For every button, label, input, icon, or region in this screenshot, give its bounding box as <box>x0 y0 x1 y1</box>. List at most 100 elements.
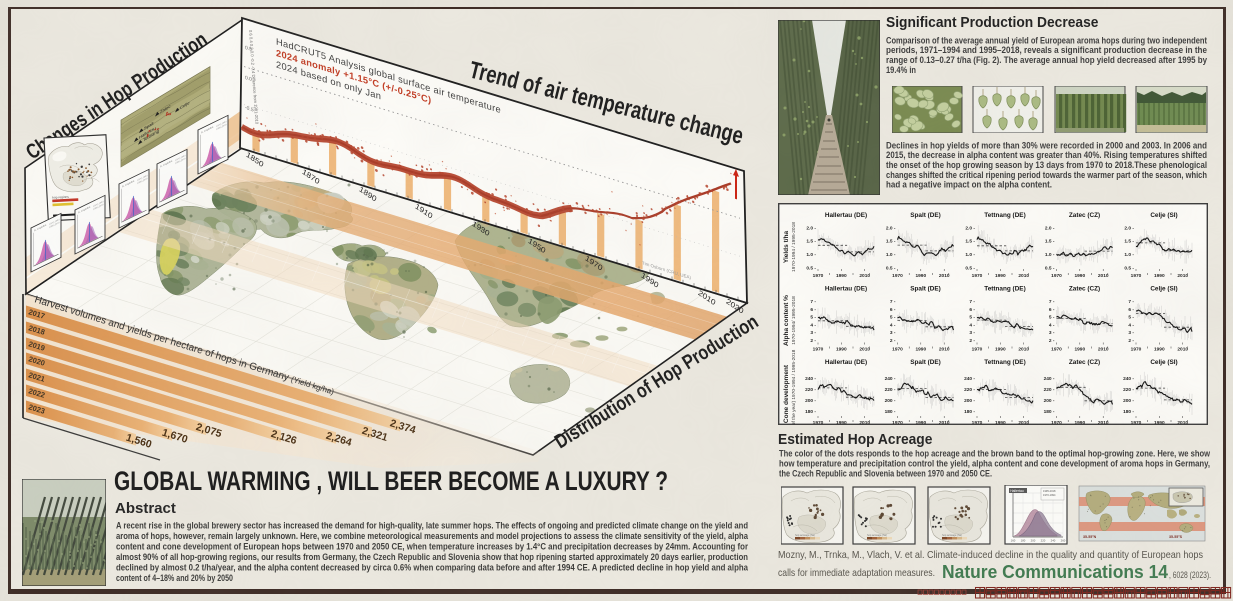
svg-text:5 -: 5 - <box>890 315 896 321</box>
svg-text:240 -: 240 - <box>1044 376 1055 382</box>
svg-text:200 -: 200 - <box>964 398 975 404</box>
svg-text:almost 90% of all hop-growing: almost 90% of all hop-growing regions, o… <box>116 552 748 562</box>
svg-text:changes shifted the critical r: changes shifted the critical ripening pe… <box>886 170 1207 180</box>
svg-text:Tettnang (DE): Tettnang (DE) <box>984 286 1025 293</box>
svg-text:Celje (SI): Celje (SI) <box>1150 359 1177 366</box>
svg-text:Spalt (DE): Spalt (DE) <box>910 286 941 293</box>
svg-text:1990: 1990 <box>1074 273 1085 279</box>
svg-text:6 -: 6 - <box>890 307 896 313</box>
svg-text:240 -: 240 - <box>964 376 975 382</box>
svg-text:2010: 2010 <box>859 273 870 279</box>
svg-text:5 -: 5 - <box>810 315 816 321</box>
svg-text:35-55°N: 35-55°N <box>1083 535 1097 539</box>
svg-text:1.0 -: 1.0 - <box>1124 252 1134 258</box>
svg-text:1970: 1970 <box>892 273 903 279</box>
svg-text:the onset of the hop growing s: the onset of the hop growing season by 1… <box>886 160 1207 170</box>
svg-text:2015, the decrease in alpha co: 2015, the decrease in alpha content was … <box>886 150 1207 160</box>
svg-text:Mozny, M., Trnka, M., Vlach, V: Mozny, M., Trnka, M., Vlach, V. et al. C… <box>778 549 1203 561</box>
svg-text:3 -: 3 - <box>1128 330 1134 336</box>
svg-text:1.5 -: 1.5 - <box>965 239 975 245</box>
svg-text:aroma of hops, however, remain: aroma of hops, however, remain largely u… <box>116 531 749 541</box>
svg-text:180: 180 <box>1021 539 1026 543</box>
svg-text:1970: 1970 <box>1131 420 1142 425</box>
svg-text:220 -: 220 - <box>885 387 896 393</box>
svg-text:2010: 2010 <box>1018 273 1029 279</box>
svg-text:2 -: 2 - <box>890 338 896 344</box>
svg-text:1970-1994 / 1995-2018: 1970-1994 / 1995-2018 <box>791 222 797 272</box>
svg-text:2010: 2010 <box>939 420 950 425</box>
svg-text:220 -: 220 - <box>1123 387 1134 393</box>
svg-text:220 -: 220 - <box>1044 387 1055 393</box>
svg-text:2 -: 2 - <box>969 338 975 344</box>
svg-text:1.0 -: 1.0 - <box>965 252 975 258</box>
svg-text:1990: 1990 <box>1154 420 1165 425</box>
svg-text:2010: 2010 <box>1177 420 1188 425</box>
svg-text:5 -: 5 - <box>1049 315 1055 321</box>
svg-text:1.5 -: 1.5 - <box>806 239 816 245</box>
svg-text:220 -: 220 - <box>964 387 975 393</box>
svg-text:Hallertau (DE): Hallertau (DE) <box>825 212 867 219</box>
svg-text:220 -: 220 - <box>805 387 816 393</box>
svg-text:1990: 1990 <box>1154 273 1165 279</box>
svg-text:0.5 -: 0.5 - <box>965 265 975 271</box>
svg-text:Hallertau: Hallertau <box>1010 489 1024 493</box>
svg-text:220: 220 <box>1041 539 1046 543</box>
svg-text:7 -: 7 - <box>890 299 896 305</box>
svg-text:1970: 1970 <box>1131 273 1142 279</box>
svg-text:6 -: 6 - <box>1128 307 1134 313</box>
svg-text:Yields t/ha: Yields t/ha <box>783 230 790 263</box>
svg-text:1970: 1970 <box>813 347 824 353</box>
svg-text:calls for immediate adaptation: calls for immediate adaptation measures. <box>778 567 935 579</box>
svg-text:1970: 1970 <box>892 347 903 353</box>
svg-text:Alpha content %: Alpha content % <box>783 295 790 346</box>
svg-text:0.5 -: 0.5 - <box>1045 265 1055 271</box>
svg-text:0.5 -: 0.5 - <box>886 265 896 271</box>
svg-text:declined by almost 0.2 t/ha/ye: declined by almost 0.2 t/ha/year, and th… <box>116 562 749 572</box>
svg-text:1990: 1990 <box>1154 347 1165 353</box>
svg-text:1970: 1970 <box>972 273 983 279</box>
svg-text:2.0 -: 2.0 - <box>806 225 816 231</box>
svg-text:Declines in hop yields of more: Declines in hop yields of more than 30% … <box>886 141 1207 150</box>
svg-text:1970: 1970 <box>1051 347 1062 353</box>
svg-text:2010: 2010 <box>1018 420 1029 425</box>
svg-text:Spalt (DE): Spalt (DE) <box>910 212 941 219</box>
svg-text:1990: 1990 <box>915 273 926 279</box>
svg-text:5 -: 5 - <box>1128 315 1134 321</box>
svg-text:GLOBAL WARMING , WILL BEER BEC: GLOBAL WARMING , WILL BEER BECOME A LUXU… <box>114 466 668 496</box>
svg-text:1970: 1970 <box>1051 273 1062 279</box>
svg-text:2.0 -: 2.0 - <box>886 225 896 231</box>
svg-text:Cone development: Cone development <box>783 364 790 423</box>
svg-text:200 -: 200 - <box>1123 398 1134 404</box>
svg-text:1990: 1990 <box>1074 347 1085 353</box>
svg-text:240: 240 <box>1051 539 1056 543</box>
svg-text:1970: 1970 <box>813 420 824 425</box>
svg-text:6 -: 6 - <box>810 307 816 313</box>
svg-text:had a negative impact on the a: had a negative impact on the alpha conte… <box>886 180 1052 190</box>
svg-text:1990: 1990 <box>995 347 1006 353</box>
svg-text:35-55°S: 35-55°S <box>1169 535 1183 539</box>
svg-text:5 -: 5 - <box>969 315 975 321</box>
svg-text:240 -: 240 - <box>1123 376 1134 382</box>
svg-text:2010: 2010 <box>1098 420 1109 425</box>
svg-text:1990: 1990 <box>915 347 926 353</box>
svg-text:1990: 1990 <box>836 347 847 353</box>
svg-text:0.5 -: 0.5 - <box>806 265 816 271</box>
svg-text:4 -: 4 - <box>890 322 896 328</box>
svg-text:1970: 1970 <box>892 420 903 425</box>
svg-text:1990: 1990 <box>995 273 1006 279</box>
svg-text:2.0 -: 2.0 - <box>965 225 975 231</box>
svg-text:1.0 -: 1.0 - <box>806 252 816 258</box>
svg-text:2010: 2010 <box>1018 347 1029 353</box>
svg-text:6 -: 6 - <box>1049 307 1055 313</box>
svg-text:hop acreage (ha): hop acreage (ha) <box>867 533 887 537</box>
svg-text:2010: 2010 <box>1098 273 1109 279</box>
svg-text:1.5 -: 1.5 - <box>1045 239 1055 245</box>
svg-text:1970: 1970 <box>972 420 983 425</box>
svg-text:3 -: 3 - <box>890 330 896 336</box>
svg-text:2010: 2010 <box>939 273 950 279</box>
svg-text:Spalt (DE): Spalt (DE) <box>910 359 941 366</box>
svg-text:Zatec (CZ): Zatec (CZ) <box>1069 359 1100 366</box>
svg-text:the Czech Republic and Sloveni: the Czech Republic and Slovenia between … <box>779 468 992 478</box>
svg-text:1990: 1990 <box>995 420 1006 425</box>
svg-text:2 -: 2 - <box>1049 338 1055 344</box>
